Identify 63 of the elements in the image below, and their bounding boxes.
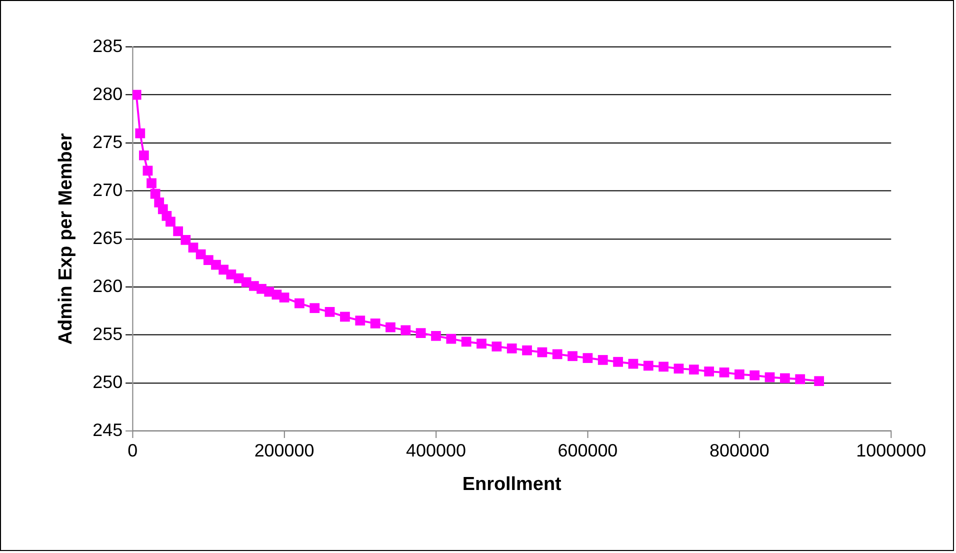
point xyxy=(628,358,638,369)
point xyxy=(795,374,806,384)
y-tick-label: 265 xyxy=(92,228,123,248)
point xyxy=(142,166,153,176)
point xyxy=(522,345,532,356)
point xyxy=(750,370,760,380)
point xyxy=(150,188,160,199)
point xyxy=(734,369,744,380)
y-tick-label: 250 xyxy=(92,372,123,392)
point xyxy=(340,312,350,322)
y-tick-label: 285 xyxy=(92,36,123,56)
point xyxy=(132,90,142,100)
x-axis-title: Enrollment xyxy=(462,474,562,496)
point xyxy=(386,322,396,332)
point xyxy=(310,303,320,314)
x-tick-label: 600000 xyxy=(558,440,618,461)
point xyxy=(180,234,191,245)
y-tick-label: 245 xyxy=(92,420,123,440)
point xyxy=(537,347,548,358)
point xyxy=(552,349,562,360)
x-tick-label: 400000 xyxy=(406,440,466,461)
point xyxy=(416,328,426,338)
point xyxy=(146,178,156,188)
y-tick-label: 260 xyxy=(92,276,123,296)
point xyxy=(294,298,304,308)
point xyxy=(166,216,176,227)
x-tick-label: 200000 xyxy=(254,440,314,461)
point xyxy=(764,372,775,382)
point xyxy=(476,338,486,349)
point xyxy=(719,368,730,378)
y-tick-label: 275 xyxy=(92,132,123,152)
point xyxy=(446,334,456,344)
point xyxy=(506,344,517,354)
x-tick-label: 800000 xyxy=(709,440,770,461)
y-tick-label: 280 xyxy=(92,84,123,104)
y-tick-label: 270 xyxy=(92,180,123,200)
point xyxy=(582,353,593,363)
y-axis-title: Admin Exp per Member xyxy=(55,132,76,345)
point xyxy=(279,292,290,302)
point xyxy=(814,376,824,386)
point xyxy=(568,351,578,362)
point xyxy=(658,362,668,372)
point xyxy=(431,331,441,341)
point xyxy=(135,128,146,138)
point xyxy=(643,360,654,371)
point xyxy=(780,373,790,384)
point xyxy=(704,366,714,376)
x-tick-label: 1000000 xyxy=(856,440,926,461)
y-tick-label: 255 xyxy=(92,324,123,344)
point xyxy=(188,242,198,253)
x-tick-label: 0 xyxy=(128,440,138,461)
point xyxy=(688,364,699,374)
point xyxy=(355,316,366,326)
point xyxy=(173,226,184,236)
point xyxy=(370,318,380,328)
point xyxy=(598,355,608,365)
point xyxy=(138,150,149,160)
point xyxy=(613,356,623,367)
point xyxy=(492,342,502,352)
point xyxy=(324,307,335,317)
point xyxy=(674,364,684,374)
point xyxy=(461,336,472,347)
point xyxy=(400,325,411,336)
